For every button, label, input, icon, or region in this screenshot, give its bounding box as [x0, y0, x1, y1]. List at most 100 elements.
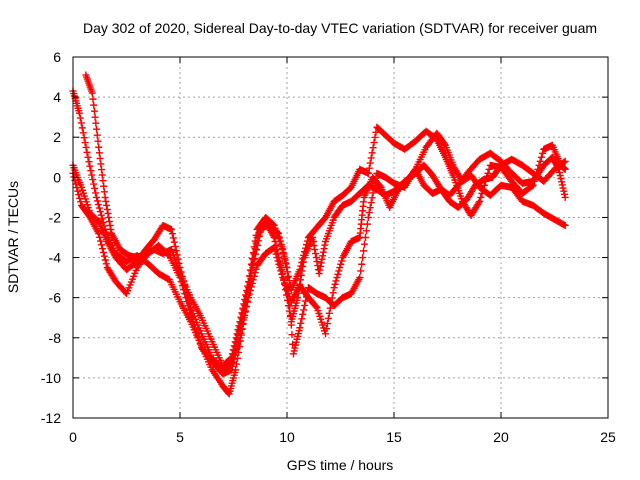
- y-axis-title: SDTVAR / TECUs: [5, 181, 21, 293]
- data-point: [322, 330, 330, 338]
- data-point: [167, 225, 175, 233]
- data-point: [479, 185, 487, 193]
- data-point: [321, 241, 329, 249]
- data-point: [96, 154, 104, 162]
- data-point: [98, 166, 106, 174]
- data-point: [78, 124, 86, 132]
- data-point: [315, 270, 323, 278]
- data-point: [302, 244, 310, 252]
- y-tick-label: -8: [49, 330, 62, 346]
- data-point: [356, 274, 364, 282]
- x-tick-label: 5: [176, 429, 184, 445]
- data-point: [94, 201, 102, 209]
- data-point: [246, 266, 254, 274]
- data-point: [98, 245, 106, 253]
- data-point: [100, 182, 108, 190]
- data-point: [480, 181, 488, 189]
- data-point: [89, 176, 97, 184]
- data-point: [477, 193, 485, 201]
- data-point: [299, 310, 307, 318]
- data-point: [234, 326, 242, 334]
- data-point: [275, 260, 283, 268]
- x-tick-label: 25: [600, 429, 616, 445]
- data-point: [269, 221, 277, 229]
- data-point: [168, 230, 176, 238]
- axis-ticks: [72, 56, 609, 419]
- data-point: [325, 309, 333, 317]
- data-point: [281, 254, 289, 262]
- data-point: [561, 165, 569, 173]
- data-point: [555, 168, 563, 176]
- data-point: [96, 233, 104, 241]
- data-point: [318, 255, 326, 263]
- data-point: [74, 187, 82, 195]
- data-point: [335, 267, 343, 275]
- data-point: [364, 169, 372, 177]
- data-point: [235, 337, 243, 345]
- data-point: [327, 299, 335, 307]
- data-point: [252, 231, 260, 239]
- data-point: [560, 158, 568, 166]
- data-point: [317, 259, 325, 267]
- data-point: [319, 252, 327, 260]
- data-point: [238, 325, 246, 333]
- data-point: [561, 157, 569, 165]
- data-point: [277, 267, 285, 275]
- data-point: [180, 286, 188, 294]
- data-point: [73, 184, 81, 192]
- data-point: [370, 184, 378, 192]
- data-point: [317, 262, 325, 270]
- data-point: [97, 160, 105, 168]
- data-point: [170, 238, 178, 246]
- data-point: [332, 277, 340, 285]
- y-tick-label: -12: [41, 410, 61, 426]
- data-point: [365, 209, 373, 217]
- data-point: [240, 316, 248, 324]
- data-point: [362, 227, 370, 235]
- data-point: [558, 181, 566, 189]
- data-point: [243, 303, 251, 311]
- data-point: [182, 294, 190, 302]
- data-point: [303, 237, 311, 245]
- data-point: [359, 254, 367, 262]
- data-point: [284, 272, 292, 280]
- data-point: [360, 247, 368, 255]
- data-point: [528, 182, 536, 190]
- data-point: [311, 246, 319, 254]
- data-point: [287, 321, 295, 329]
- data-point: [313, 258, 321, 266]
- x-tick-label: 10: [279, 429, 295, 445]
- data-point: [286, 302, 294, 310]
- data-point: [369, 189, 377, 197]
- data-point: [188, 313, 196, 321]
- data-point: [271, 247, 279, 255]
- data-point: [232, 348, 240, 356]
- data-point: [106, 221, 114, 229]
- data-point: [244, 278, 252, 286]
- data-point: [536, 157, 544, 165]
- data-point: [164, 250, 172, 258]
- data-point: [79, 129, 87, 137]
- data-point: [249, 276, 257, 284]
- data-point: [280, 250, 288, 258]
- data-point: [250, 272, 258, 280]
- data-point: [81, 139, 89, 147]
- data-point: [101, 193, 109, 201]
- data-point: [299, 255, 307, 263]
- data-point: [183, 298, 191, 306]
- data-point: [189, 317, 197, 325]
- data-point: [72, 180, 80, 188]
- data-point: [326, 304, 334, 312]
- data-point: [296, 266, 304, 274]
- data-point: [98, 171, 106, 179]
- data-point: [560, 190, 568, 198]
- data-point: [90, 180, 98, 188]
- chart-title: Day 302 of 2020, Sidereal Day-to-day VTE…: [83, 20, 597, 36]
- data-point: [85, 158, 93, 166]
- data-point: [358, 260, 366, 268]
- data-point: [323, 320, 331, 328]
- data-point: [298, 315, 306, 323]
- data-point: [337, 260, 345, 268]
- data-point: [104, 209, 112, 217]
- data-point: [93, 125, 101, 133]
